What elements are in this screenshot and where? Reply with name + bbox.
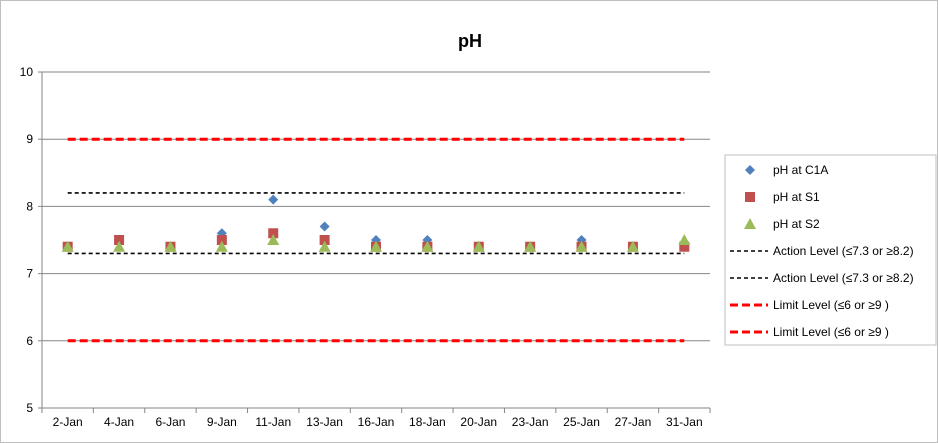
legend-box: [724, 154, 937, 346]
data-point: [215, 240, 228, 252]
x-tick-label: 6-Jan: [155, 415, 185, 429]
x-tick-label: 23-Jan: [512, 415, 549, 429]
data-point: [472, 240, 485, 252]
legend-marker: [745, 165, 755, 175]
data-point: [524, 240, 537, 252]
y-tick-label: 6: [26, 334, 33, 348]
x-tick-label: 31-Jan: [666, 415, 703, 429]
y-tick-label: 10: [20, 65, 34, 79]
data-point: [268, 194, 279, 205]
legend-label: Limit Level (≤6 or ≥9 ): [773, 298, 889, 312]
data-point: [421, 240, 434, 252]
x-tick-label: 13-Jan: [306, 415, 343, 429]
y-tick-label: 5: [26, 401, 33, 415]
y-tick-label: 8: [26, 199, 33, 213]
data-point: [318, 240, 331, 252]
legend-label: Action Level (≤7.3 or ≥8.2): [773, 271, 914, 285]
legend-marker: [745, 192, 755, 202]
data-point: [268, 228, 279, 239]
axes: 5 6 7 8 9 10 2-Jan 4-Jan 6-Jan 9-Jan 11-Jan 13-Jan 1…: [20, 65, 711, 429]
y-tick-label: 9: [26, 132, 33, 146]
legend-label: pH at C1A: [773, 163, 828, 177]
legend-label: Limit Level (≤6 or ≥9 ): [773, 325, 889, 339]
x-tick-label: 25-Jan: [563, 415, 600, 429]
data-point: [575, 240, 588, 252]
chart-title: pH: [458, 31, 482, 51]
x-tick-label: 18-Jan: [409, 415, 446, 429]
x-tick-label: 16-Jan: [358, 415, 395, 429]
reference-lines: [67, 137, 685, 343]
data-point: [370, 240, 382, 252]
x-tick-label: 2-Jan: [53, 415, 83, 429]
legend-marker: [744, 218, 756, 229]
x-tick-label: 11-Jan: [255, 415, 291, 429]
data-point: [678, 234, 691, 245]
data-point: [319, 221, 330, 232]
x-tick-label: 27-Jan: [615, 415, 652, 429]
data-point: [113, 240, 126, 252]
legend-label: pH at S2: [773, 217, 820, 231]
series-markers: [61, 194, 691, 252]
data-point: [216, 235, 227, 245]
data-point: [114, 235, 125, 245]
y-tick-label: 7: [26, 267, 33, 281]
data-point: [267, 234, 280, 245]
legend-label: Action Level (≤7.3 or ≥8.2): [773, 244, 914, 258]
legend-label: pH at S1: [773, 190, 820, 204]
data-point: [164, 240, 177, 252]
data-point: [679, 241, 690, 252]
x-tick-label: 9-Jan: [207, 415, 237, 429]
data-point: [61, 240, 74, 252]
legend: pH at C1A pH at S1 pH at S2 Action Level (≤…: [724, 154, 937, 346]
x-tick-label: 4-Jan: [104, 415, 134, 429]
x-tick-label: 20-Jan: [460, 415, 497, 429]
data-point: [626, 240, 639, 252]
data-point: [319, 235, 330, 245]
